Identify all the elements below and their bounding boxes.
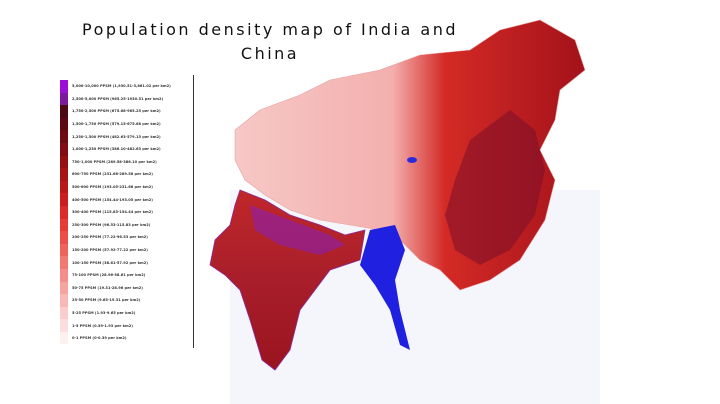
legend-label: 300-400 PPSM (115.83-154.44 per km2)	[72, 210, 153, 215]
legend-swatch	[60, 306, 68, 320]
legend-item: 1,750-2,500 PPSM (675.68-965.25 per km2)	[60, 105, 190, 118]
legend-swatch	[60, 117, 68, 131]
legend-swatch	[60, 205, 68, 219]
legend-swatch	[60, 294, 68, 307]
legend-item: 400-500 PPSM (154.44-193.05 per km2)	[60, 193, 190, 206]
legend: 5,000-10,000 PPSM (1,930.51-3,861.02 per…	[60, 80, 190, 345]
legend-item: 5-25 PPSM (1.93-9.65 per km2)	[60, 306, 190, 320]
legend-swatch	[60, 105, 68, 118]
map-title: Population density map of India and Chin…	[82, 20, 458, 63]
legend-item: 5,000-10,000 PPSM (1,930.51-3,861.02 per…	[60, 80, 190, 93]
legend-label: 400-500 PPSM (154.44-193.05 per km2)	[72, 197, 153, 202]
legend-item: 1,250-1,500 PPSM (482.63-579.15 per km2)	[60, 130, 190, 143]
lake	[407, 157, 417, 163]
legend-swatch	[60, 256, 68, 269]
legend-label: 75-100 PPSM (28.96-38.61 per km2)	[72, 273, 146, 278]
legend-swatch	[60, 193, 68, 206]
legend-item: 100-150 PPSM (38.61-57.92 per km2)	[60, 256, 190, 269]
legend-swatch	[60, 281, 68, 295]
legend-item: 250-300 PPSM (96.53-115.83 per km2)	[60, 218, 190, 232]
legend-item: 150-200 PPSM (57.92-77.22 per km2)	[60, 243, 190, 257]
legend-label: 1,500-1,750 PPSM (579.15-675.68 per km2)	[72, 122, 161, 127]
legend-label: 1,250-1,500 PPSM (482.63-579.15 per km2)	[72, 134, 161, 139]
legend-swatch	[60, 268, 68, 282]
legend-label: 1,000-1,250 PPSM (386.10-482.63 per km2)	[72, 147, 161, 152]
legend-label: 600-750 PPSM (231.66-289.58 per km2)	[72, 172, 153, 177]
legend-label: 750-1,000 PPSM (289.58-386.10 per km2)	[72, 159, 157, 164]
legend-swatch	[60, 92, 68, 106]
legend-swatch	[60, 331, 68, 345]
myanmar	[360, 225, 410, 350]
legend-label: 50-75 PPSM (19.31-28.96 per km2)	[72, 285, 143, 290]
legend-item: 2,500-5,000 PPSM (965.25-1930.51 per km2…	[60, 92, 190, 106]
legend-swatch	[60, 319, 68, 332]
legend-item: 600-750 PPSM (231.66-289.58 per km2)	[60, 168, 190, 181]
legend-swatch	[60, 130, 68, 143]
legend-label: 1,750-2,500 PPSM (675.68-965.25 per km2)	[72, 109, 161, 114]
legend-label: 1-5 PPSM (0.39-1.93 per km2)	[72, 323, 133, 328]
legend-item: 1,000-1,250 PPSM (386.10-482.63 per km2)	[60, 142, 190, 156]
legend-item: 500-600 PPSM (193.05-231.66 per km2)	[60, 180, 190, 194]
legend-item: 1-5 PPSM (0.39-1.93 per km2)	[60, 319, 190, 332]
legend-label: 200-250 PPSM (77.22-96.53 per km2)	[72, 235, 148, 240]
legend-swatch	[60, 80, 68, 93]
legend-item: 0-1 PPSM (0-0.39 per km2)	[60, 331, 190, 345]
legend-swatch	[60, 180, 68, 194]
legend-item: 50-75 PPSM (19.31-28.96 per km2)	[60, 281, 190, 295]
legend-item: 75-100 PPSM (28.96-38.61 per km2)	[60, 268, 190, 282]
legend-swatch	[60, 218, 68, 232]
legend-label: 100-150 PPSM (38.61-57.92 per km2)	[72, 260, 148, 265]
legend-item: 300-400 PPSM (115.83-154.44 per km2)	[60, 205, 190, 219]
legend-label: 500-600 PPSM (193.05-231.66 per km2)	[72, 185, 153, 190]
legend-item: 25-50 PPSM (9.65-19.31 per km2)	[60, 294, 190, 307]
legend-label: 150-200 PPSM (57.92-77.22 per km2)	[72, 248, 148, 253]
legend-label: 25-50 PPSM (9.65-19.31 per km2)	[72, 298, 141, 303]
legend-swatch	[60, 168, 68, 181]
legend-label: 5-25 PPSM (1.93-9.65 per km2)	[72, 310, 136, 315]
legend-label: 0-1 PPSM (0-0.39 per km2)	[72, 336, 127, 341]
china-dense-east	[445, 110, 545, 265]
legend-item: 750-1,000 PPSM (289.58-386.10 per km2)	[60, 155, 190, 169]
legend-label: 250-300 PPSM (96.53-115.83 per km2)	[72, 222, 151, 227]
legend-swatch	[60, 243, 68, 257]
legend-swatch	[60, 155, 68, 169]
legend-label: 5,000-10,000 PPSM (1,930.51-3,861.02 per…	[72, 84, 171, 89]
india-dense-north	[250, 205, 345, 255]
separator	[193, 75, 194, 348]
legend-swatch	[60, 142, 68, 156]
legend-item: 200-250 PPSM (77.22-96.53 per km2)	[60, 231, 190, 244]
legend-label: 2,500-5,000 PPSM (965.25-1930.51 per km2…	[72, 96, 164, 101]
legend-swatch	[60, 231, 68, 244]
legend-item: 1,500-1,750 PPSM (579.15-675.68 per km2)	[60, 117, 190, 131]
